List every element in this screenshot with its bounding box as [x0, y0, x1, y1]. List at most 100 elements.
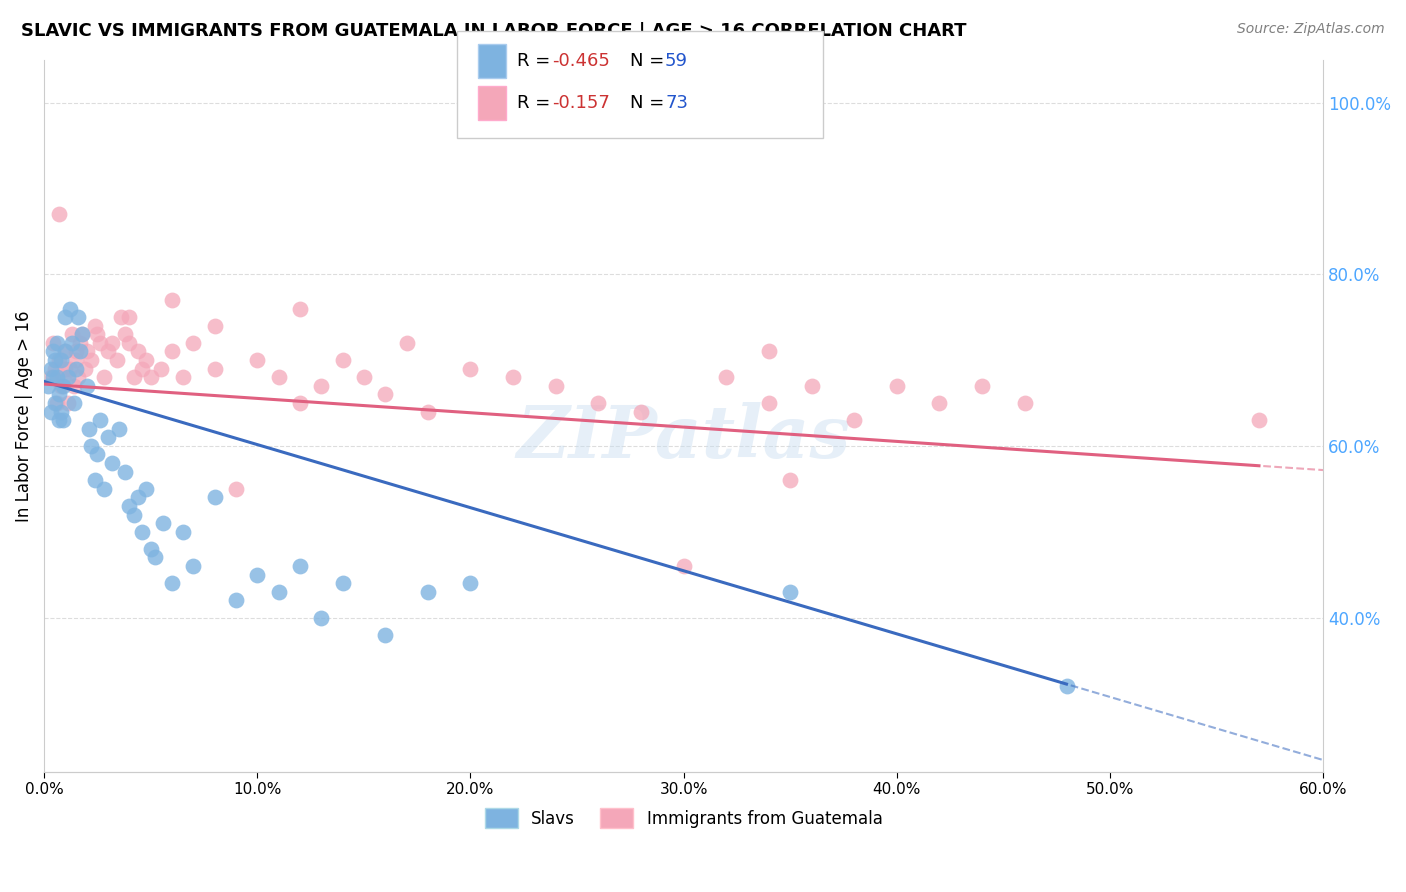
Point	[204, 318, 226, 333]
Point	[55, 310, 77, 325]
Point	[67, 370, 90, 384]
Text: 73: 73	[665, 94, 688, 112]
Point	[288, 559, 311, 574]
Point	[48, 387, 70, 401]
Point	[135, 482, 157, 496]
Point	[204, 491, 226, 505]
Point	[59, 361, 82, 376]
Point	[65, 353, 87, 368]
Point	[55, 361, 77, 376]
Point	[758, 344, 780, 359]
Point	[114, 327, 136, 342]
Point	[60, 327, 83, 342]
Point	[246, 353, 269, 368]
Point	[44, 361, 66, 376]
Point	[41, 335, 63, 350]
Point	[63, 396, 86, 410]
Point	[51, 353, 73, 368]
Point	[160, 293, 183, 307]
Point	[288, 396, 311, 410]
Point	[204, 361, 226, 376]
Point	[544, 378, 567, 392]
Point	[588, 396, 610, 410]
Text: R =: R =	[517, 52, 557, 70]
Point	[122, 508, 145, 522]
Point	[131, 524, 153, 539]
Point	[332, 353, 354, 368]
Point	[80, 439, 103, 453]
Point	[69, 344, 91, 359]
Point	[52, 378, 75, 392]
Point	[86, 447, 108, 461]
Point	[152, 516, 174, 530]
Point	[93, 482, 115, 496]
Point	[288, 301, 311, 316]
Point	[122, 370, 145, 384]
Point	[460, 361, 482, 376]
Point	[72, 327, 94, 342]
Point	[84, 473, 107, 487]
Point	[76, 344, 98, 359]
Point	[51, 404, 73, 418]
Text: 59: 59	[665, 52, 688, 70]
Point	[127, 344, 149, 359]
Point	[970, 378, 993, 392]
Point	[844, 413, 866, 427]
Point	[172, 370, 194, 384]
Text: Source: ZipAtlas.com: Source: ZipAtlas.com	[1237, 22, 1385, 37]
Point	[44, 396, 66, 410]
Point	[45, 370, 67, 384]
Point	[460, 576, 482, 591]
Point	[45, 335, 67, 350]
Point	[118, 499, 141, 513]
Point	[55, 344, 77, 359]
Point	[45, 396, 67, 410]
Legend: Slavs, Immigrants from Guatemala: Slavs, Immigrants from Guatemala	[478, 801, 890, 835]
Text: -0.157: -0.157	[553, 94, 610, 112]
Point	[127, 491, 149, 505]
Point	[60, 335, 83, 350]
Point	[758, 396, 780, 410]
Point	[416, 404, 439, 418]
Point	[800, 378, 823, 392]
Point	[246, 567, 269, 582]
Point	[65, 344, 87, 359]
Point	[143, 550, 166, 565]
Point	[309, 378, 332, 392]
Point	[118, 335, 141, 350]
Point	[48, 353, 70, 368]
Point	[716, 370, 738, 384]
Point	[48, 207, 70, 221]
Point	[52, 413, 75, 427]
Point	[779, 584, 801, 599]
Point	[55, 344, 77, 359]
Text: N =: N =	[630, 52, 669, 70]
Point	[67, 310, 90, 325]
Point	[41, 370, 63, 384]
Point	[69, 335, 91, 350]
Point	[101, 335, 124, 350]
Point	[52, 370, 75, 384]
Point	[89, 413, 111, 427]
Point	[39, 361, 62, 376]
Point	[80, 353, 103, 368]
Point	[779, 473, 801, 487]
Point	[332, 576, 354, 591]
Point	[89, 335, 111, 350]
Point	[37, 378, 59, 392]
Point	[630, 404, 652, 418]
Point	[84, 318, 107, 333]
Point	[97, 430, 120, 444]
Point	[886, 378, 908, 392]
Point	[118, 310, 141, 325]
Text: ZIPatlas: ZIPatlas	[516, 401, 851, 473]
Point	[1249, 413, 1271, 427]
Point	[416, 584, 439, 599]
Point	[160, 344, 183, 359]
Point	[353, 370, 375, 384]
Point	[928, 396, 950, 410]
Point	[110, 310, 132, 325]
Point	[502, 370, 524, 384]
Point	[73, 361, 96, 376]
Point	[76, 378, 98, 392]
